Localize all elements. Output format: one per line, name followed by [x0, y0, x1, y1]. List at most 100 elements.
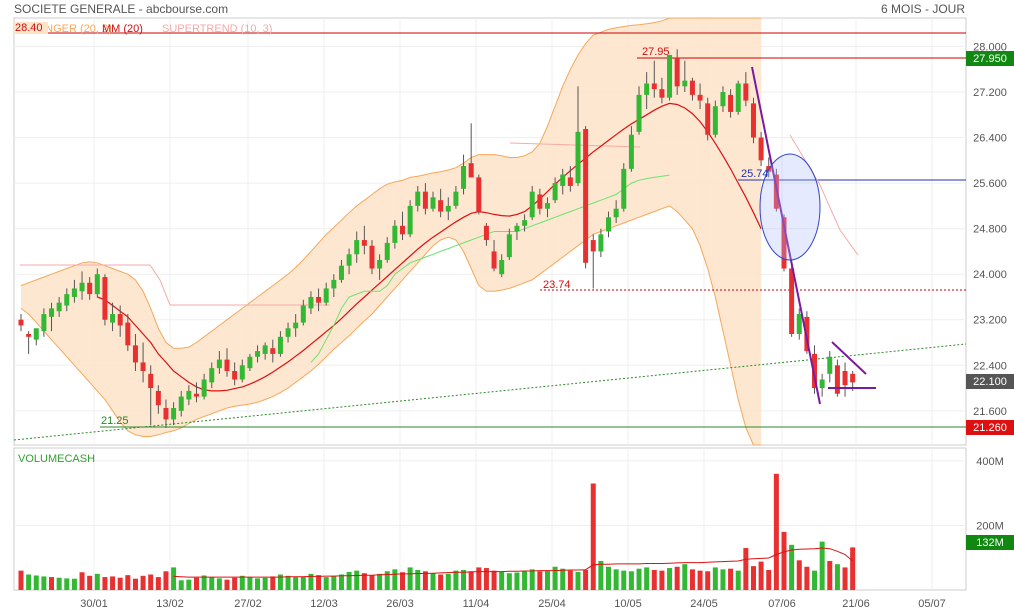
candle-body	[728, 94, 734, 112]
volume-bar	[804, 566, 810, 590]
candle	[186, 385, 192, 406]
candle	[560, 168, 566, 195]
price-tick-label: 24.000	[973, 269, 1007, 281]
candle-body	[689, 80, 695, 95]
candle	[407, 200, 413, 238]
purple-wedge-top	[831, 341, 867, 375]
volume-bar	[850, 547, 856, 590]
candle	[537, 188, 543, 215]
candle	[613, 200, 619, 223]
candle-body	[430, 197, 436, 209]
volume-bar	[598, 560, 604, 590]
volume-bars	[18, 473, 856, 590]
volume-bar	[430, 573, 436, 590]
candle-body	[87, 282, 93, 295]
candle	[87, 277, 93, 300]
candle	[110, 302, 116, 332]
volume-bar	[674, 566, 680, 590]
candle-body	[819, 379, 825, 389]
volume-bar	[377, 573, 383, 590]
volume-bar	[750, 566, 756, 590]
volume-bar	[132, 578, 138, 590]
candle	[277, 331, 283, 357]
candle	[209, 362, 215, 389]
candle	[163, 399, 169, 428]
volume-bar	[644, 567, 650, 590]
candle	[697, 83, 703, 110]
candle-body	[308, 296, 314, 309]
candle	[79, 271, 85, 300]
volume-bar	[613, 569, 619, 590]
date-tick-label: 25/04	[538, 598, 566, 610]
candle-body	[667, 55, 673, 98]
moving-average	[97, 102, 762, 392]
candle-body	[812, 353, 818, 389]
purple-downtrend-line	[751, 66, 821, 405]
candle	[674, 49, 680, 95]
volume-bar	[186, 579, 192, 590]
supertrend-down-right	[789, 134, 859, 256]
volume-bar	[728, 568, 734, 590]
candle-body	[316, 296, 322, 303]
volume-bar	[338, 574, 344, 590]
volume-bar	[41, 576, 47, 590]
candle-body	[285, 328, 291, 337]
volume-bar	[94, 573, 100, 590]
last-price-label: 22.100	[973, 376, 1007, 388]
candle-body	[468, 163, 474, 178]
candle-body	[628, 134, 634, 169]
candle-body	[331, 279, 337, 289]
candle	[575, 86, 581, 186]
candle	[667, 55, 673, 101]
volume-bar	[125, 575, 131, 590]
candle-body	[453, 191, 459, 206]
date-tick-label: 11/04	[463, 598, 490, 610]
candle	[476, 174, 482, 215]
candle	[682, 60, 688, 93]
candle-body	[262, 345, 268, 354]
volume-bar	[117, 577, 123, 590]
candle	[415, 185, 421, 212]
volume-bar	[659, 570, 665, 590]
price-tick-label: 21.600	[973, 406, 1007, 418]
candle	[384, 237, 390, 263]
candle-body	[224, 359, 230, 371]
instrument-title: SOCIETE GENERALE - abcbourse.com	[14, 2, 228, 16]
candle-body	[201, 379, 207, 397]
candle-body	[735, 83, 741, 112]
volume-bar	[316, 575, 322, 590]
volume-bar	[827, 560, 833, 590]
volume-bar	[834, 564, 840, 590]
candle	[316, 288, 322, 312]
volume-panel	[13, 447, 967, 591]
candle	[522, 214, 528, 232]
volume-bar	[346, 571, 352, 590]
date-tick-label: 21/06	[842, 598, 870, 610]
candle-body	[148, 373, 154, 389]
candle-body	[338, 265, 344, 280]
volume-bar	[842, 567, 848, 590]
candle	[621, 163, 627, 212]
candle-body	[705, 103, 711, 135]
volume-tick-label: 200M	[976, 520, 1004, 532]
candle	[270, 339, 276, 363]
candle	[583, 126, 589, 269]
candle	[812, 345, 818, 394]
date-tick-label: 30/01	[80, 598, 108, 610]
volume-bar	[148, 574, 154, 590]
date-tick-label: 26/03	[386, 598, 414, 610]
bollinger-fill	[21, 18, 762, 445]
candle	[216, 351, 222, 374]
volume-bar	[140, 575, 146, 590]
volume-bar	[796, 560, 802, 590]
volume-bar	[163, 571, 169, 590]
candle-body	[575, 131, 581, 184]
candle	[239, 359, 245, 383]
candle-body	[422, 191, 428, 209]
candle-body	[651, 83, 657, 90]
candle-body	[598, 234, 604, 252]
candle-body	[117, 314, 123, 326]
volume-bar	[522, 570, 528, 590]
period-label: 6 MOIS - JOUR	[881, 2, 965, 16]
